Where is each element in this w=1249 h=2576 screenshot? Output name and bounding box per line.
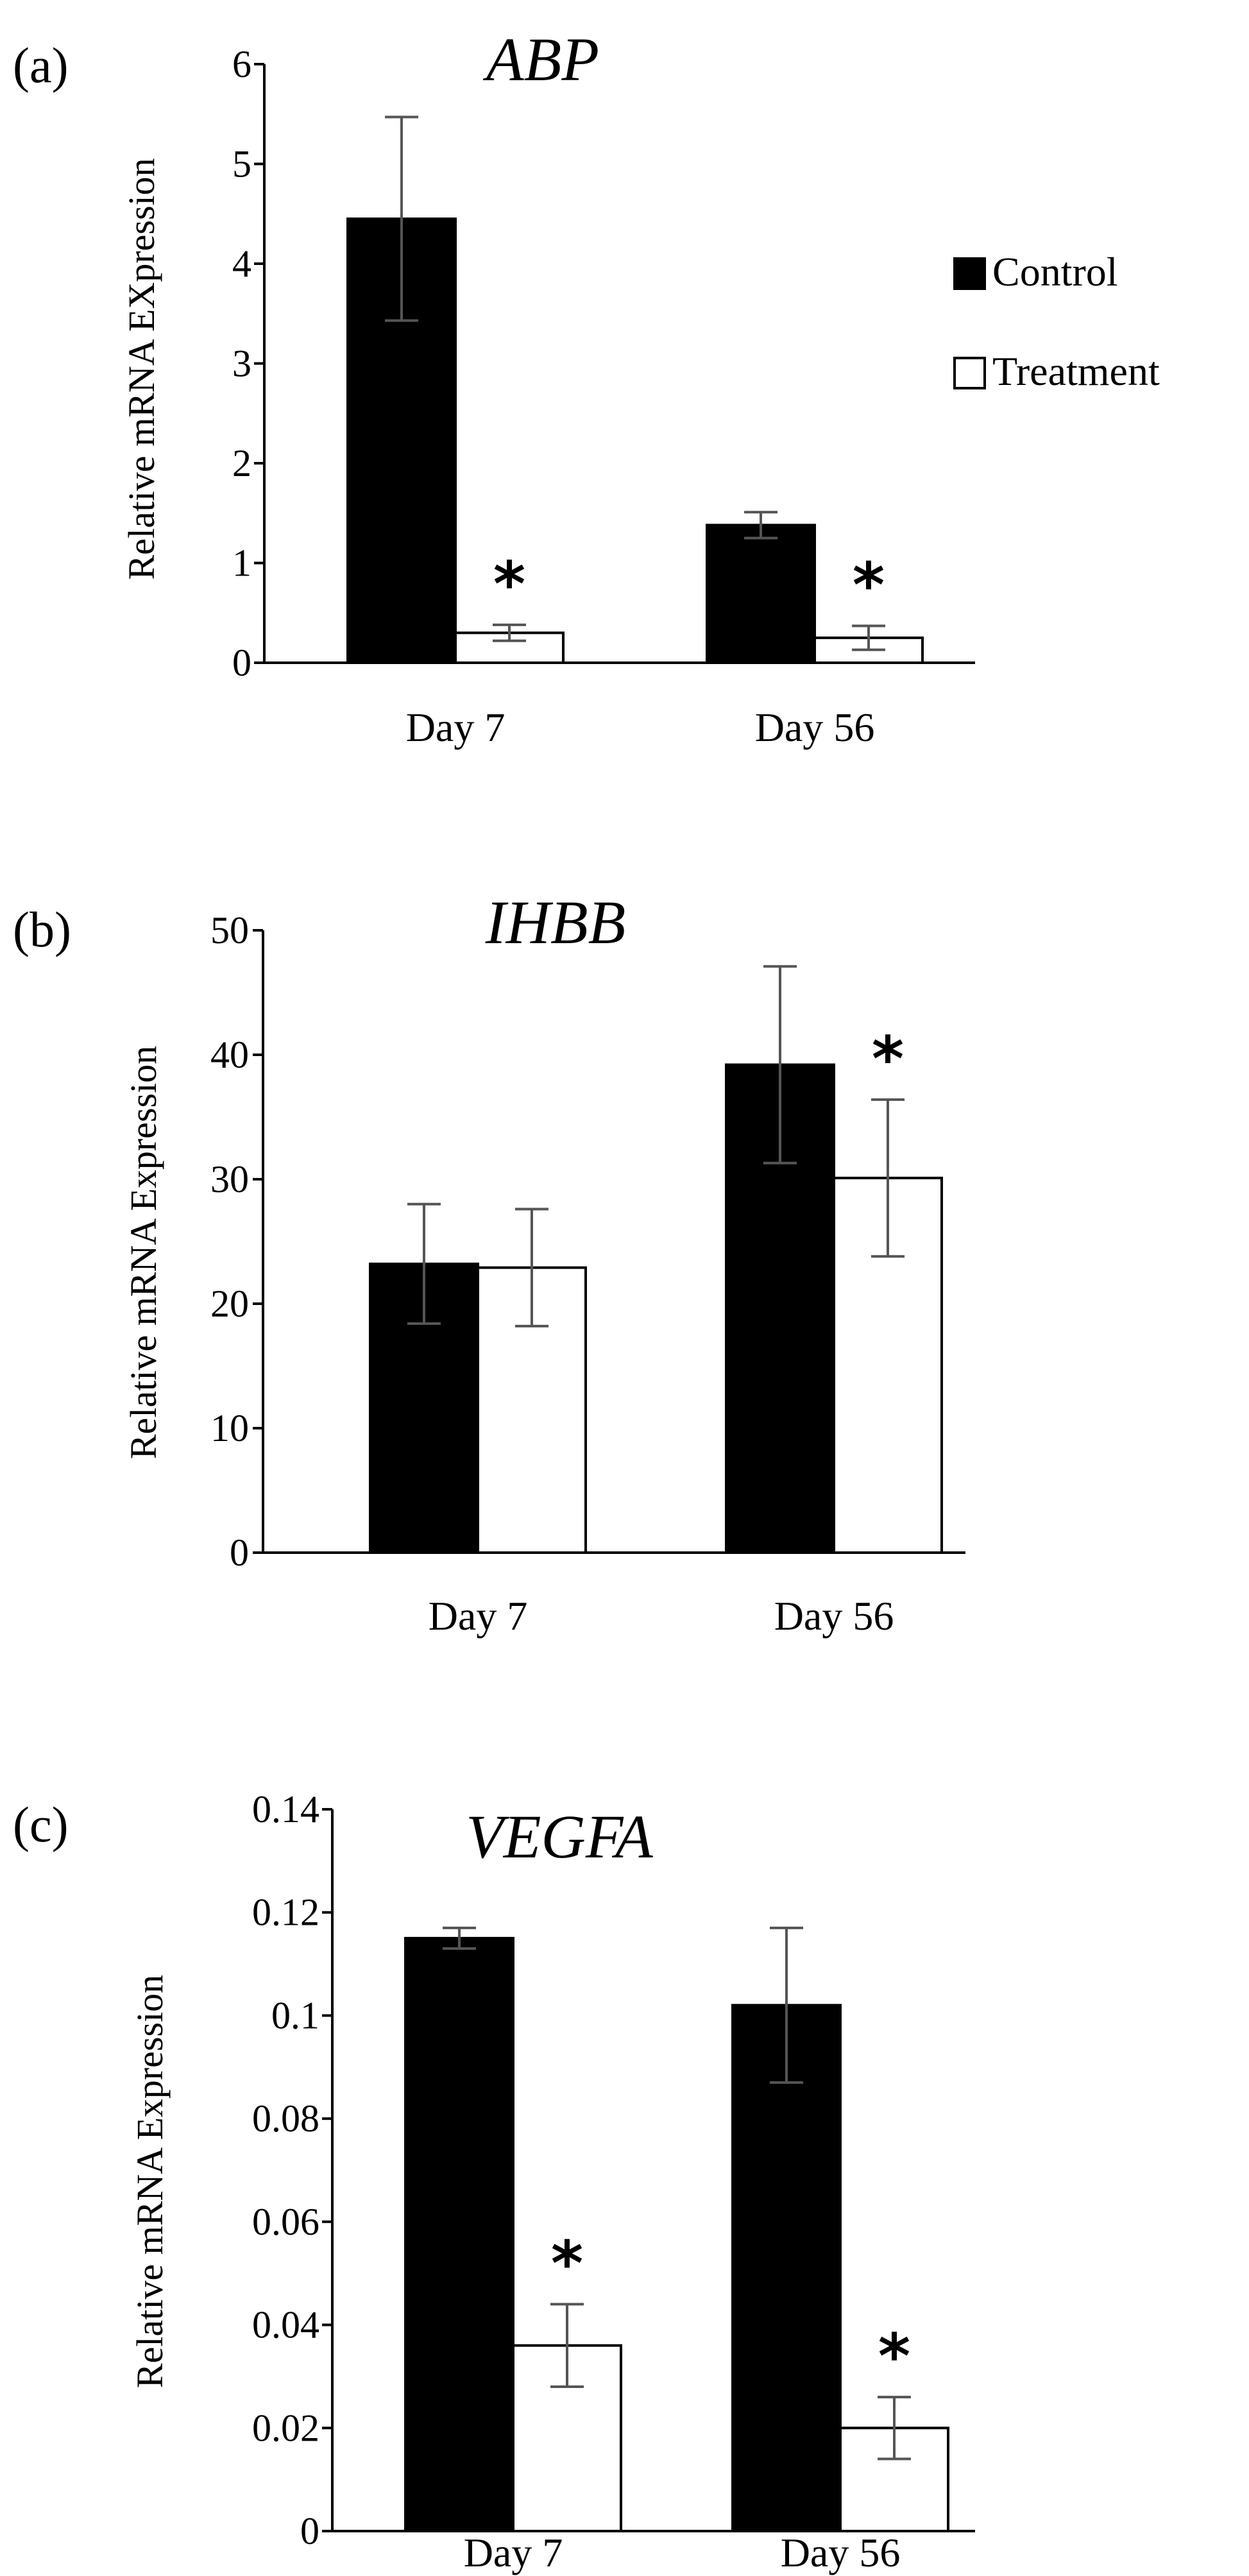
y-tick-label: 6 — [232, 43, 251, 85]
y-tick-label: 0.14 — [252, 1788, 319, 1830]
legend: Control Treatment — [953, 249, 1160, 394]
legend-label-treatment: Treatment — [992, 348, 1160, 394]
x-category-label: Day 56 — [774, 1593, 894, 1639]
chart-panel-c: (c) VEGFA Relative mRNA Expression 0 0.02… — [13, 1788, 975, 2575]
panel-b-y-axis-label: Relative mRNA Expression — [123, 1046, 164, 1459]
panel-c-title: VEGFA — [466, 1802, 653, 1871]
significance-mark: * — [551, 2228, 583, 2299]
y-tick-label: 0.1 — [271, 1994, 319, 2036]
bar-control — [706, 524, 816, 664]
significance-mark: * — [853, 549, 885, 621]
significance-mark: * — [872, 1023, 904, 1095]
y-tick-label: 0 — [232, 642, 251, 684]
chart-panel-b: (b) IHBB Relative mRNA Expression 0 10 20 3… — [13, 888, 965, 1639]
x-category-label: Day 7 — [429, 1593, 528, 1639]
panel-a-y-axis-label: Relative mRNA EXpression — [121, 158, 162, 579]
legend-swatch-treatment — [953, 357, 986, 389]
y-tick-label: 0.08 — [252, 2097, 319, 2140]
x-category-label: Day 7 — [406, 704, 506, 750]
y-tick-label: 0.06 — [252, 2201, 319, 2243]
panel-a-title: ABP — [482, 25, 599, 94]
panel-c-y-axis-label: Relative mRNA Expression — [129, 1975, 171, 2388]
panel-b-label: (b) — [13, 901, 71, 957]
bar-control — [404, 1936, 514, 2532]
y-tick-label: 4 — [232, 243, 251, 285]
y-tick-label: 0.12 — [252, 1891, 319, 1934]
y-tick-label: 5 — [232, 143, 251, 185]
panel-c-plot-area: 0 0.02 0.04 0.06 0.08 0.1 0.12 0.14 * * Day 7 Day 5… — [252, 1788, 975, 2575]
significance-mark: * — [878, 2321, 910, 2393]
x-category-label: Day 7 — [464, 2530, 563, 2575]
legend-label-control: Control — [992, 249, 1118, 294]
panel-c-label: (c) — [13, 1796, 69, 1852]
panel-a-plot-area: 0 1 2 3 4 5 6 * * Day 7 Day 56 — [232, 43, 975, 750]
y-tick-label: 0 — [300, 2510, 319, 2552]
panel-b-plot-area: 0 10 20 30 40 50 * Day 7 Day 56 — [210, 909, 965, 1639]
y-tick-label: 1 — [232, 542, 251, 584]
y-tick-label: 10 — [210, 1407, 249, 1449]
x-category-label: Day 56 — [755, 704, 875, 750]
y-tick-label: 20 — [210, 1283, 249, 1325]
chart-panel-a: (a) ABP Relative mRNA EXpression 0 1 2 3 4 5 6… — [13, 25, 1160, 750]
y-tick-label: 0.04 — [252, 2304, 319, 2346]
y-tick-label: 3 — [232, 343, 251, 385]
y-tick-label: 30 — [210, 1158, 249, 1200]
y-tick-label: 50 — [210, 909, 249, 951]
legend-swatch-control — [953, 257, 986, 290]
x-category-label: Day 56 — [781, 2530, 901, 2575]
y-tick-label: 0.02 — [252, 2407, 319, 2449]
panel-a-label: (a) — [13, 37, 69, 93]
panel-b-title: IHBB — [485, 888, 626, 957]
significance-mark: * — [493, 549, 525, 620]
y-tick-label: 0 — [230, 1531, 249, 1574]
bar-control — [731, 2004, 842, 2533]
y-tick-label: 2 — [232, 442, 251, 484]
y-tick-label: 40 — [210, 1034, 249, 1076]
